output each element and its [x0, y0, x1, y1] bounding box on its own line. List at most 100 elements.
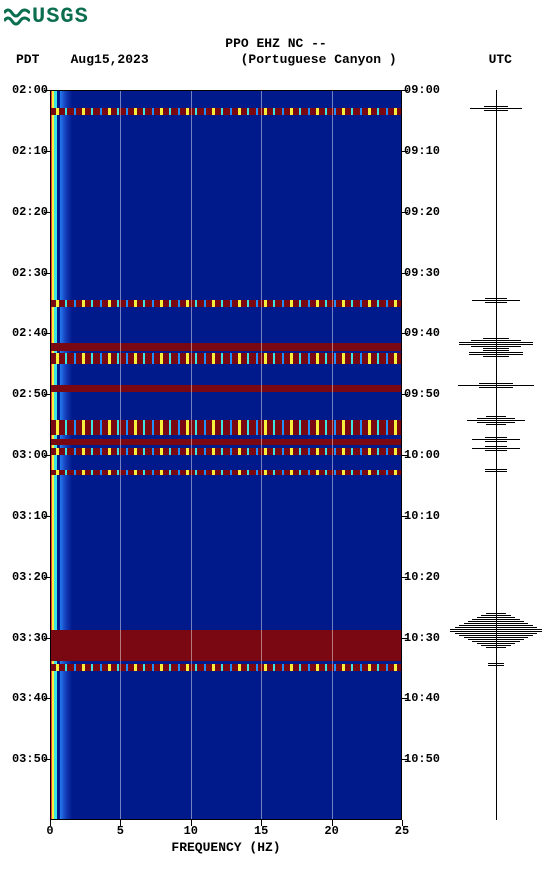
ytick-right-label: 10:20: [404, 570, 440, 584]
grid-line: [50, 90, 51, 820]
ytick-right-label: 09:50: [404, 387, 440, 401]
trace-blip: [477, 643, 515, 644]
x-axis-label: FREQUENCY (HZ): [50, 840, 402, 855]
spectral-event: [50, 343, 402, 352]
ytick-right-label: 09:30: [404, 266, 440, 280]
trace-blip: [485, 302, 506, 303]
ytick-right-label: 10:00: [404, 448, 440, 462]
trace-blip: [477, 617, 515, 618]
trace-blip: [467, 420, 525, 421]
ytick-left-label: 03:00: [0, 448, 48, 462]
trace-blip: [485, 450, 506, 451]
ytick-mark: [402, 638, 408, 639]
wave-icon: [4, 7, 30, 27]
ytick-left-label: 02:50: [0, 387, 48, 401]
xtick-mark: [191, 820, 192, 826]
ytick-mark: [402, 516, 408, 517]
ytick-left-label: 03:20: [0, 570, 48, 584]
grid-line: [332, 90, 333, 820]
trace-blip: [471, 346, 521, 347]
ytick-mark: [402, 333, 408, 334]
xtick-mark: [120, 820, 121, 826]
trace-blip: [486, 613, 506, 614]
ytick-left-label: 02:10: [0, 144, 48, 158]
spectral-event: [50, 470, 402, 476]
ytick-mark: [44, 516, 50, 517]
ytick-mark: [402, 394, 408, 395]
trace-blip: [459, 342, 533, 343]
ytick-mark: [44, 577, 50, 578]
spectral-event: [50, 108, 402, 115]
trace-blip: [469, 354, 522, 355]
spectrogram-plot: [50, 90, 402, 820]
ytick-right-label: 09:40: [404, 326, 440, 340]
grid-line: [191, 90, 192, 820]
station-line-1: PPO EHZ NC --: [0, 36, 552, 52]
low-freq-noise: [60, 90, 72, 820]
xtick-label: 25: [395, 824, 409, 838]
trace-blip: [472, 300, 520, 301]
ytick-mark: [44, 638, 50, 639]
trace-blip: [488, 665, 505, 666]
ytick-right-label: 09:00: [404, 83, 440, 97]
grid-line: [120, 90, 121, 820]
ytick-left-label: 02:30: [0, 266, 48, 280]
usgs-logo: USGS: [4, 4, 89, 29]
ytick-mark: [402, 212, 408, 213]
trace-blip: [485, 441, 506, 442]
spectral-event: [50, 420, 402, 435]
ytick-mark: [44, 759, 50, 760]
trace-blip: [483, 350, 508, 351]
ytick-mark: [44, 698, 50, 699]
ytick-left-label: 02:40: [0, 326, 48, 340]
ytick-mark: [44, 273, 50, 274]
trace-blip: [464, 623, 529, 624]
ytick-right-label: 10:10: [404, 509, 440, 523]
low-freq-band: [50, 90, 60, 820]
trace-blip: [486, 424, 505, 425]
ytick-left-label: 03:10: [0, 509, 48, 523]
ytick-mark: [44, 394, 50, 395]
trace-blip: [459, 635, 533, 636]
xtick-mark: [402, 820, 403, 826]
xtick-label: 20: [324, 824, 338, 838]
trace-blip: [450, 631, 542, 632]
spectral-event: [50, 448, 402, 455]
trace-blip: [483, 356, 508, 357]
trace-blip: [479, 387, 513, 388]
xtick-mark: [261, 820, 262, 826]
trace-blip: [484, 106, 508, 107]
trace-blip: [477, 422, 515, 423]
trace-blip: [464, 637, 529, 638]
trace-blip: [485, 471, 507, 472]
trace-blip: [479, 383, 513, 384]
trace-blip: [468, 621, 524, 622]
spectral-event: [50, 385, 402, 392]
trace-blip: [483, 338, 509, 339]
trace-blip: [469, 352, 522, 353]
trace-blip: [484, 110, 508, 111]
ytick-left-label: 02:00: [0, 83, 48, 97]
ytick-mark: [402, 151, 408, 152]
ytick-mark: [402, 273, 408, 274]
trace-blip: [481, 645, 510, 646]
ytick-mark: [44, 151, 50, 152]
xtick-label: 0: [46, 824, 53, 838]
ytick-left-label: 03:30: [0, 631, 48, 645]
trace-blip: [455, 627, 538, 628]
trace-blip: [488, 663, 505, 664]
ytick-right-label: 10:30: [404, 631, 440, 645]
trace-blip: [471, 340, 521, 341]
usgs-logo-text: USGS: [32, 4, 89, 29]
trace-blip: [485, 446, 506, 447]
spectrogram-bg: [50, 90, 402, 820]
trace-blip: [485, 437, 506, 438]
ytick-mark: [44, 455, 50, 456]
ytick-left-label: 02:20: [0, 205, 48, 219]
spectral-event: [50, 300, 402, 307]
pdt-label: PDT: [16, 52, 39, 67]
trace-blip: [450, 629, 542, 630]
trace-blip: [472, 619, 519, 620]
grid-line: [261, 90, 262, 820]
ytick-left-label: 03:40: [0, 691, 48, 705]
